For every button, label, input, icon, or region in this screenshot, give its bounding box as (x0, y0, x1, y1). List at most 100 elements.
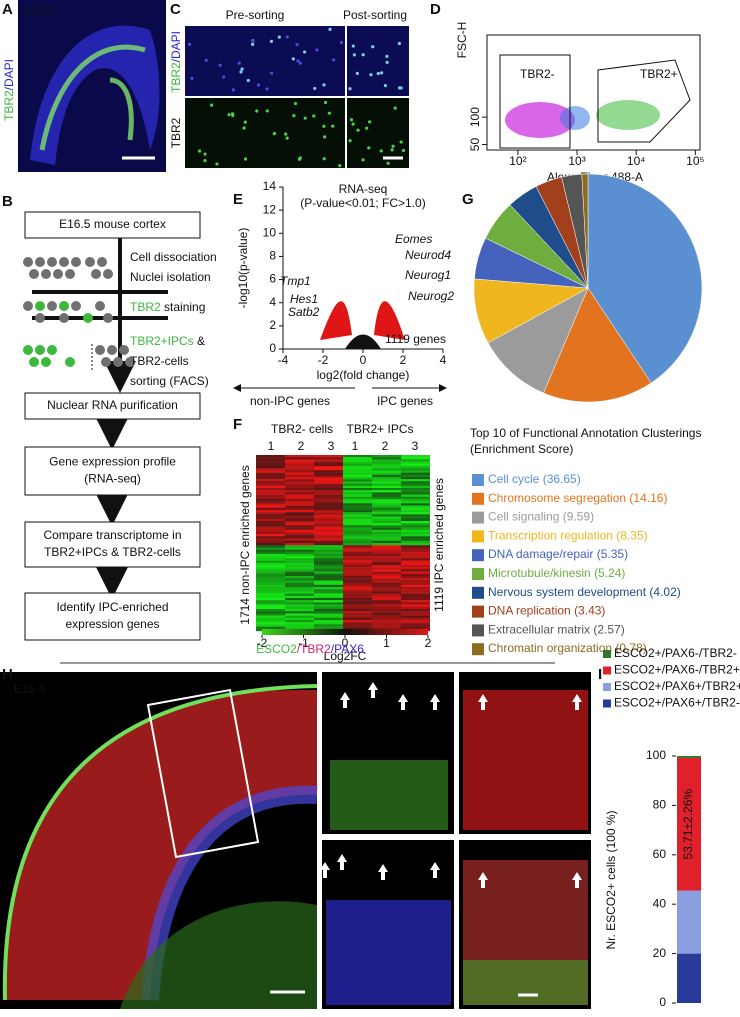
legend-swatch (603, 666, 611, 675)
heat-cell (401, 518, 430, 522)
gene-label: Hes1 (290, 292, 318, 306)
heat-cell (372, 578, 401, 581)
heat-cell (285, 611, 314, 614)
heat-cell (372, 556, 401, 559)
heat-cell (343, 580, 372, 583)
cell (361, 158, 365, 162)
heat-cell (372, 496, 401, 500)
label: Pre-sorting (226, 8, 285, 22)
column-label: 2 (382, 439, 389, 453)
heat-cell (343, 615, 372, 618)
heat-cell (314, 529, 343, 533)
heat-cell (285, 598, 314, 601)
cell (351, 122, 355, 126)
heat-cell (314, 571, 343, 574)
heat-cell (401, 591, 430, 594)
heat-cell (343, 602, 372, 605)
heat-cell (285, 604, 314, 607)
heat-cell (343, 613, 372, 616)
heat-cell (343, 582, 372, 585)
heat-cell (314, 558, 343, 561)
cell (222, 75, 226, 79)
heat-cell (314, 514, 343, 517)
heat-cell (256, 505, 285, 508)
heat-cell (401, 582, 430, 585)
heat-cell (372, 510, 401, 513)
x-tick-label: 10³ (568, 154, 585, 168)
heat-cell (256, 496, 285, 500)
heat-cell (372, 466, 401, 469)
legend-label: DNA damage/repair (5.35) (488, 547, 628, 561)
label-part: (36.65) (543, 472, 581, 486)
heat-cell (401, 551, 430, 555)
heat-cell (285, 472, 314, 475)
population-neg (505, 102, 575, 138)
heat-cell (314, 457, 343, 460)
heat-cell (285, 521, 314, 524)
heat-cell (285, 615, 314, 618)
heat-cell (256, 560, 285, 563)
heat-cell (401, 584, 430, 588)
heat-cell (256, 499, 285, 502)
signal (463, 690, 588, 830)
heat-cell (314, 624, 343, 627)
heat-cell (285, 613, 314, 616)
heat-cell (401, 459, 430, 462)
label-part: Transcription regulation (488, 529, 613, 543)
heat-cell (285, 523, 314, 526)
heat-cell (285, 536, 314, 539)
heat-cell (256, 622, 285, 625)
heat-cell (343, 518, 372, 522)
heat-cell (314, 521, 343, 524)
heat-cell (401, 626, 430, 629)
heat-cell (314, 543, 343, 546)
cell (379, 149, 383, 153)
heat-cell (285, 527, 314, 530)
heat-cell (256, 624, 285, 627)
heat-cell (343, 536, 372, 539)
y-tick-label: 100 (468, 107, 482, 127)
micrograph-c (185, 26, 345, 96)
annotation: 1119 genes (385, 332, 446, 346)
heat-cell (401, 532, 430, 535)
heat-cell (372, 470, 401, 473)
heat-cell (343, 523, 372, 526)
heat-cell (401, 609, 430, 612)
heat-cell (256, 613, 285, 616)
label: Post-sorting (343, 8, 407, 22)
label-part: TBR2-cells (130, 354, 189, 368)
heat-cell (285, 549, 314, 552)
heat-cell (343, 510, 372, 513)
heat-cell (343, 604, 372, 607)
heat-cell (285, 626, 314, 629)
heat-cell (314, 598, 343, 601)
heat-cell (285, 543, 314, 546)
heat-cell (343, 534, 372, 537)
cell-dots (23, 257, 135, 367)
legend-swatch (472, 549, 484, 562)
heat-cell (401, 543, 430, 546)
heat-cell (256, 604, 285, 607)
cell (361, 53, 365, 57)
heat-cell (256, 549, 285, 552)
heat-cell (285, 518, 314, 522)
heat-cell (314, 593, 343, 596)
heat-cell (343, 554, 372, 557)
heat-cell (372, 534, 401, 537)
heat-cell (314, 518, 343, 522)
cell (322, 135, 327, 139)
heat-cell (401, 472, 430, 475)
heat-cell (343, 571, 372, 574)
heat-cell (343, 556, 372, 559)
cell (203, 159, 207, 163)
legend-swatch (472, 586, 484, 599)
heat-cell (314, 490, 343, 493)
heat-cell (343, 483, 372, 486)
heat-cell (343, 624, 372, 627)
heat-cell (285, 516, 314, 519)
heat-cell (343, 573, 372, 577)
heat-cell (401, 488, 430, 491)
heat-cell (343, 496, 372, 500)
legend-label: Transcription regulation (8.35) (488, 529, 648, 543)
flow-step: TBR2 staining (130, 300, 205, 314)
